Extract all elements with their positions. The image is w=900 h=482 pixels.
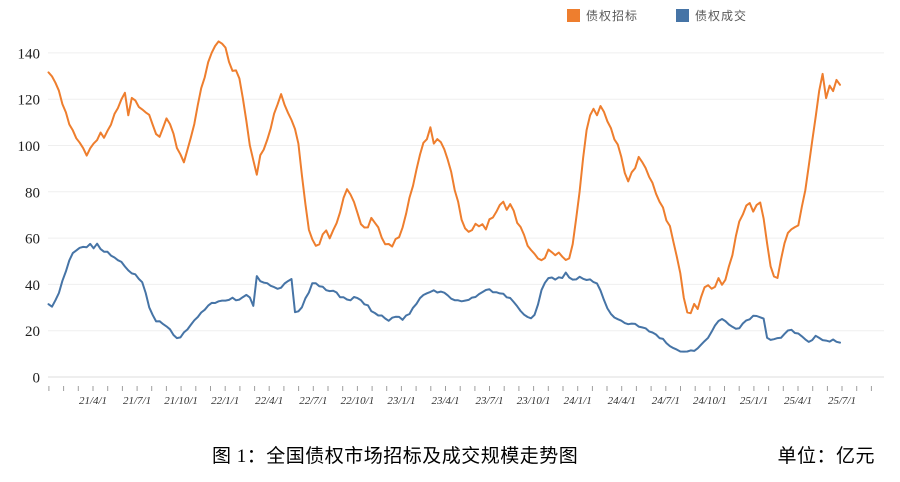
legend-swatch-zhaobiao-icon	[567, 9, 580, 22]
legend-label-chengjiao: 债权成交	[695, 9, 748, 23]
x-tick-label: 22/10/1	[341, 395, 375, 407]
x-tick-label: 25/4/1	[784, 395, 812, 407]
x-tick-label: 22/4/1	[255, 395, 283, 407]
series-line-1	[47, 242, 841, 353]
figure-caption: 图 1：全国债权市场招标及成交规模走势图 单位：亿元	[0, 441, 900, 471]
x-tick-label: 24/7/1	[652, 395, 680, 407]
legend-item-zhaobiao: 债权招标	[567, 7, 638, 24]
x-tick-label: 24/1/1	[564, 395, 592, 407]
figure-caption-unit: 单位：亿元	[777, 446, 875, 467]
y-tick-label: 20	[25, 324, 40, 340]
y-tick-label: 80	[25, 185, 40, 201]
figure-caption-title: 图 1：全国债权市场招标及成交规模走势图	[212, 446, 579, 467]
x-tick-label: 25/1/1	[740, 395, 768, 407]
y-tick-label: 120	[18, 93, 41, 109]
chart-canvas: 0 20 40 60 80 100 120 140 21/4/1 21/7/1 21/10/1 22/…	[18, 40, 884, 407]
x-tick-label: 23/7/1	[475, 395, 503, 407]
x-tick-label: 21/10/1	[164, 395, 198, 407]
x-tick-label: 23/1/1	[387, 395, 415, 407]
legend-item-chengjiao: 债权成交	[676, 7, 747, 24]
y-tick-label: 60	[25, 232, 40, 248]
y-tick-label: 40	[25, 278, 40, 294]
x-tick-label: 24/10/1	[693, 395, 727, 407]
x-tick-label: 21/7/1	[123, 395, 151, 407]
legend-swatch-chengjiao-icon	[676, 9, 690, 22]
y-tick-label: 100	[18, 139, 41, 155]
x-tick-label: 23/4/1	[431, 395, 459, 407]
y-tick-label: 140	[18, 46, 41, 62]
x-tick-label: 23/10/1	[517, 395, 551, 407]
x-tick-label: 22/7/1	[299, 395, 327, 407]
x-tick-label: 21/4/1	[79, 395, 107, 407]
legend-label-zhaobiao: 债权招标	[586, 9, 639, 23]
series-line-0	[47, 40, 841, 315]
y-tick-label: 0	[33, 371, 41, 387]
x-tick-label: 24/4/1	[608, 395, 636, 407]
x-tick-label: 22/1/1	[211, 395, 239, 407]
chart-legend: 债权招标 债权成交	[567, 7, 747, 24]
x-tick-label: 25/7/1	[828, 395, 856, 407]
